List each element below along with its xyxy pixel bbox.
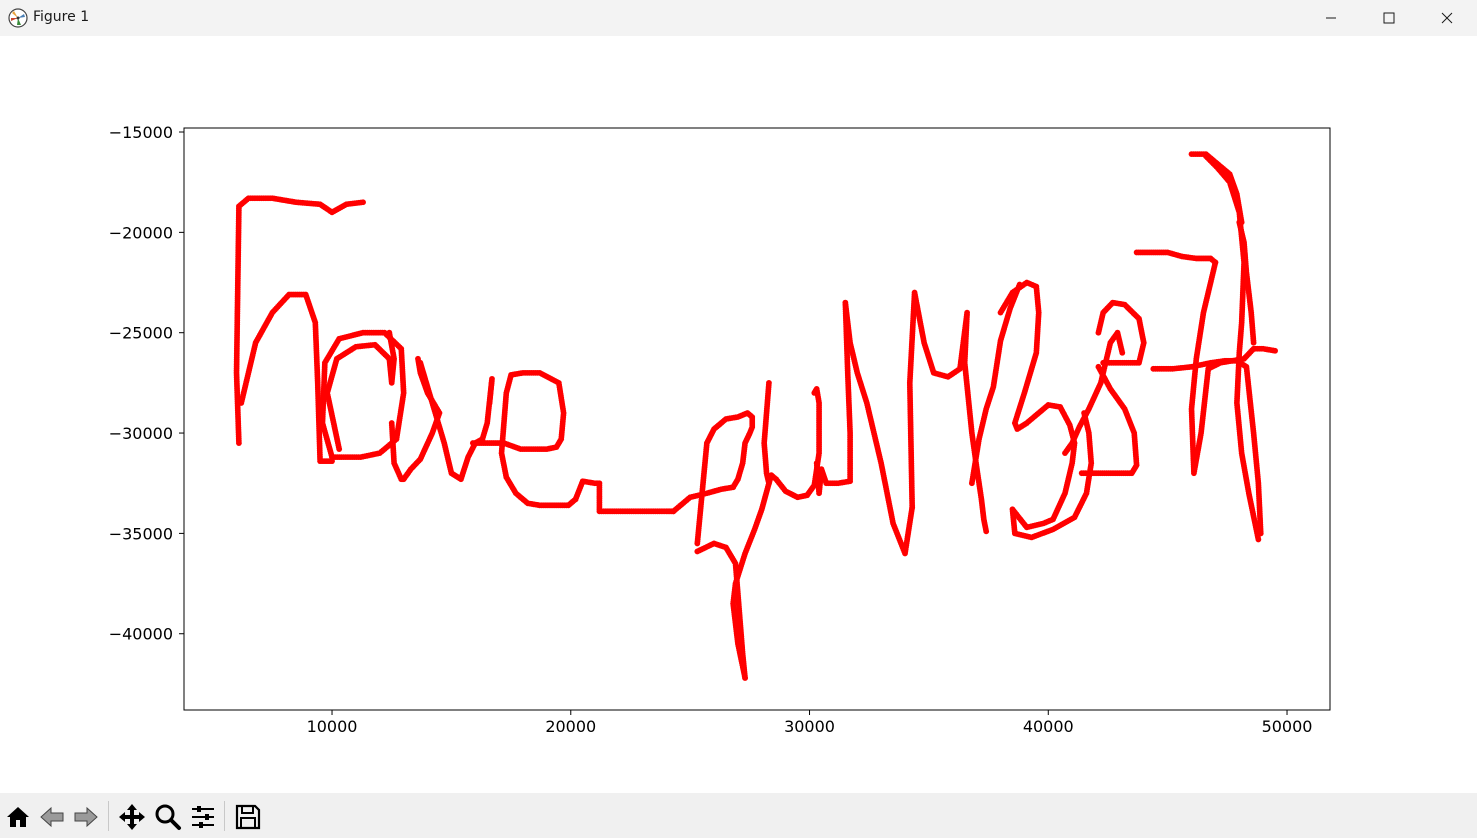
toolbar-separator [108,801,109,831]
floppy-icon [235,804,261,830]
arrow-left-icon [40,806,64,828]
data-point [1250,339,1257,346]
configure-subplots-button[interactable] [187,801,219,833]
data-point [329,454,335,461]
x-tick-label: 50000 [1262,717,1313,736]
maximize-button[interactable] [1360,0,1418,36]
data-point [386,329,393,336]
scatter-chart[interactable]: 10000 20000 30000 40000 50000 −15000 −20000 −2… [0,36,1477,793]
data-point [983,528,990,535]
maximize-icon [1383,12,1395,24]
y-tick-label: −25000 [109,324,173,343]
y-axis: −15000 −20000 −25000 −30000 −35000 −40000 [109,123,184,644]
pan-button[interactable] [116,801,148,833]
back-button[interactable] [36,801,68,833]
y-tick-label: −40000 [109,625,173,644]
x-tick-label: 10000 [307,717,358,736]
axes-frame [183,127,1331,711]
figure-canvas[interactable]: 10000 20000 30000 40000 50000 −15000 −20000 −2… [0,36,1477,793]
home-button[interactable] [2,801,34,833]
data-point [694,540,701,547]
x-tick-label: 40000 [1023,717,1074,736]
data-point [360,199,366,206]
sliders-icon [192,806,214,828]
arrow-right-icon [74,806,98,828]
x-tick-label: 20000 [545,717,596,736]
y-tick-label: −20000 [109,223,173,242]
y-tick-label: −15000 [109,123,173,142]
data-point [1095,329,1102,336]
close-icon [1441,12,1453,24]
x-tick-label: 30000 [784,717,835,736]
chart-marks [233,151,1278,681]
zoom-button[interactable] [152,801,184,833]
data-point [1095,363,1102,370]
home-icon [7,807,29,827]
data-point [811,390,818,396]
magnifier-icon [155,804,181,830]
y-tick-label: −35000 [109,524,173,543]
window-title: Figure 1 [33,9,90,25]
toolbar-separator [224,801,225,831]
forward-button[interactable] [70,801,102,833]
x-axis: 10000 20000 30000 40000 50000 [307,710,1313,736]
move-icon [119,804,145,830]
y-tick-label: −30000 [109,424,173,443]
navigation-toolbar [0,793,1477,838]
minimize-icon [1326,17,1336,19]
minimize-button[interactable] [1302,0,1360,36]
title-bar[interactable]: Figure 1 [0,0,1477,36]
data-point [486,400,493,406]
data-point [1272,347,1278,354]
matplotlib-logo-icon [8,8,28,28]
close-button[interactable] [1418,0,1476,36]
save-button[interactable] [232,801,264,833]
data-point [1119,349,1126,356]
